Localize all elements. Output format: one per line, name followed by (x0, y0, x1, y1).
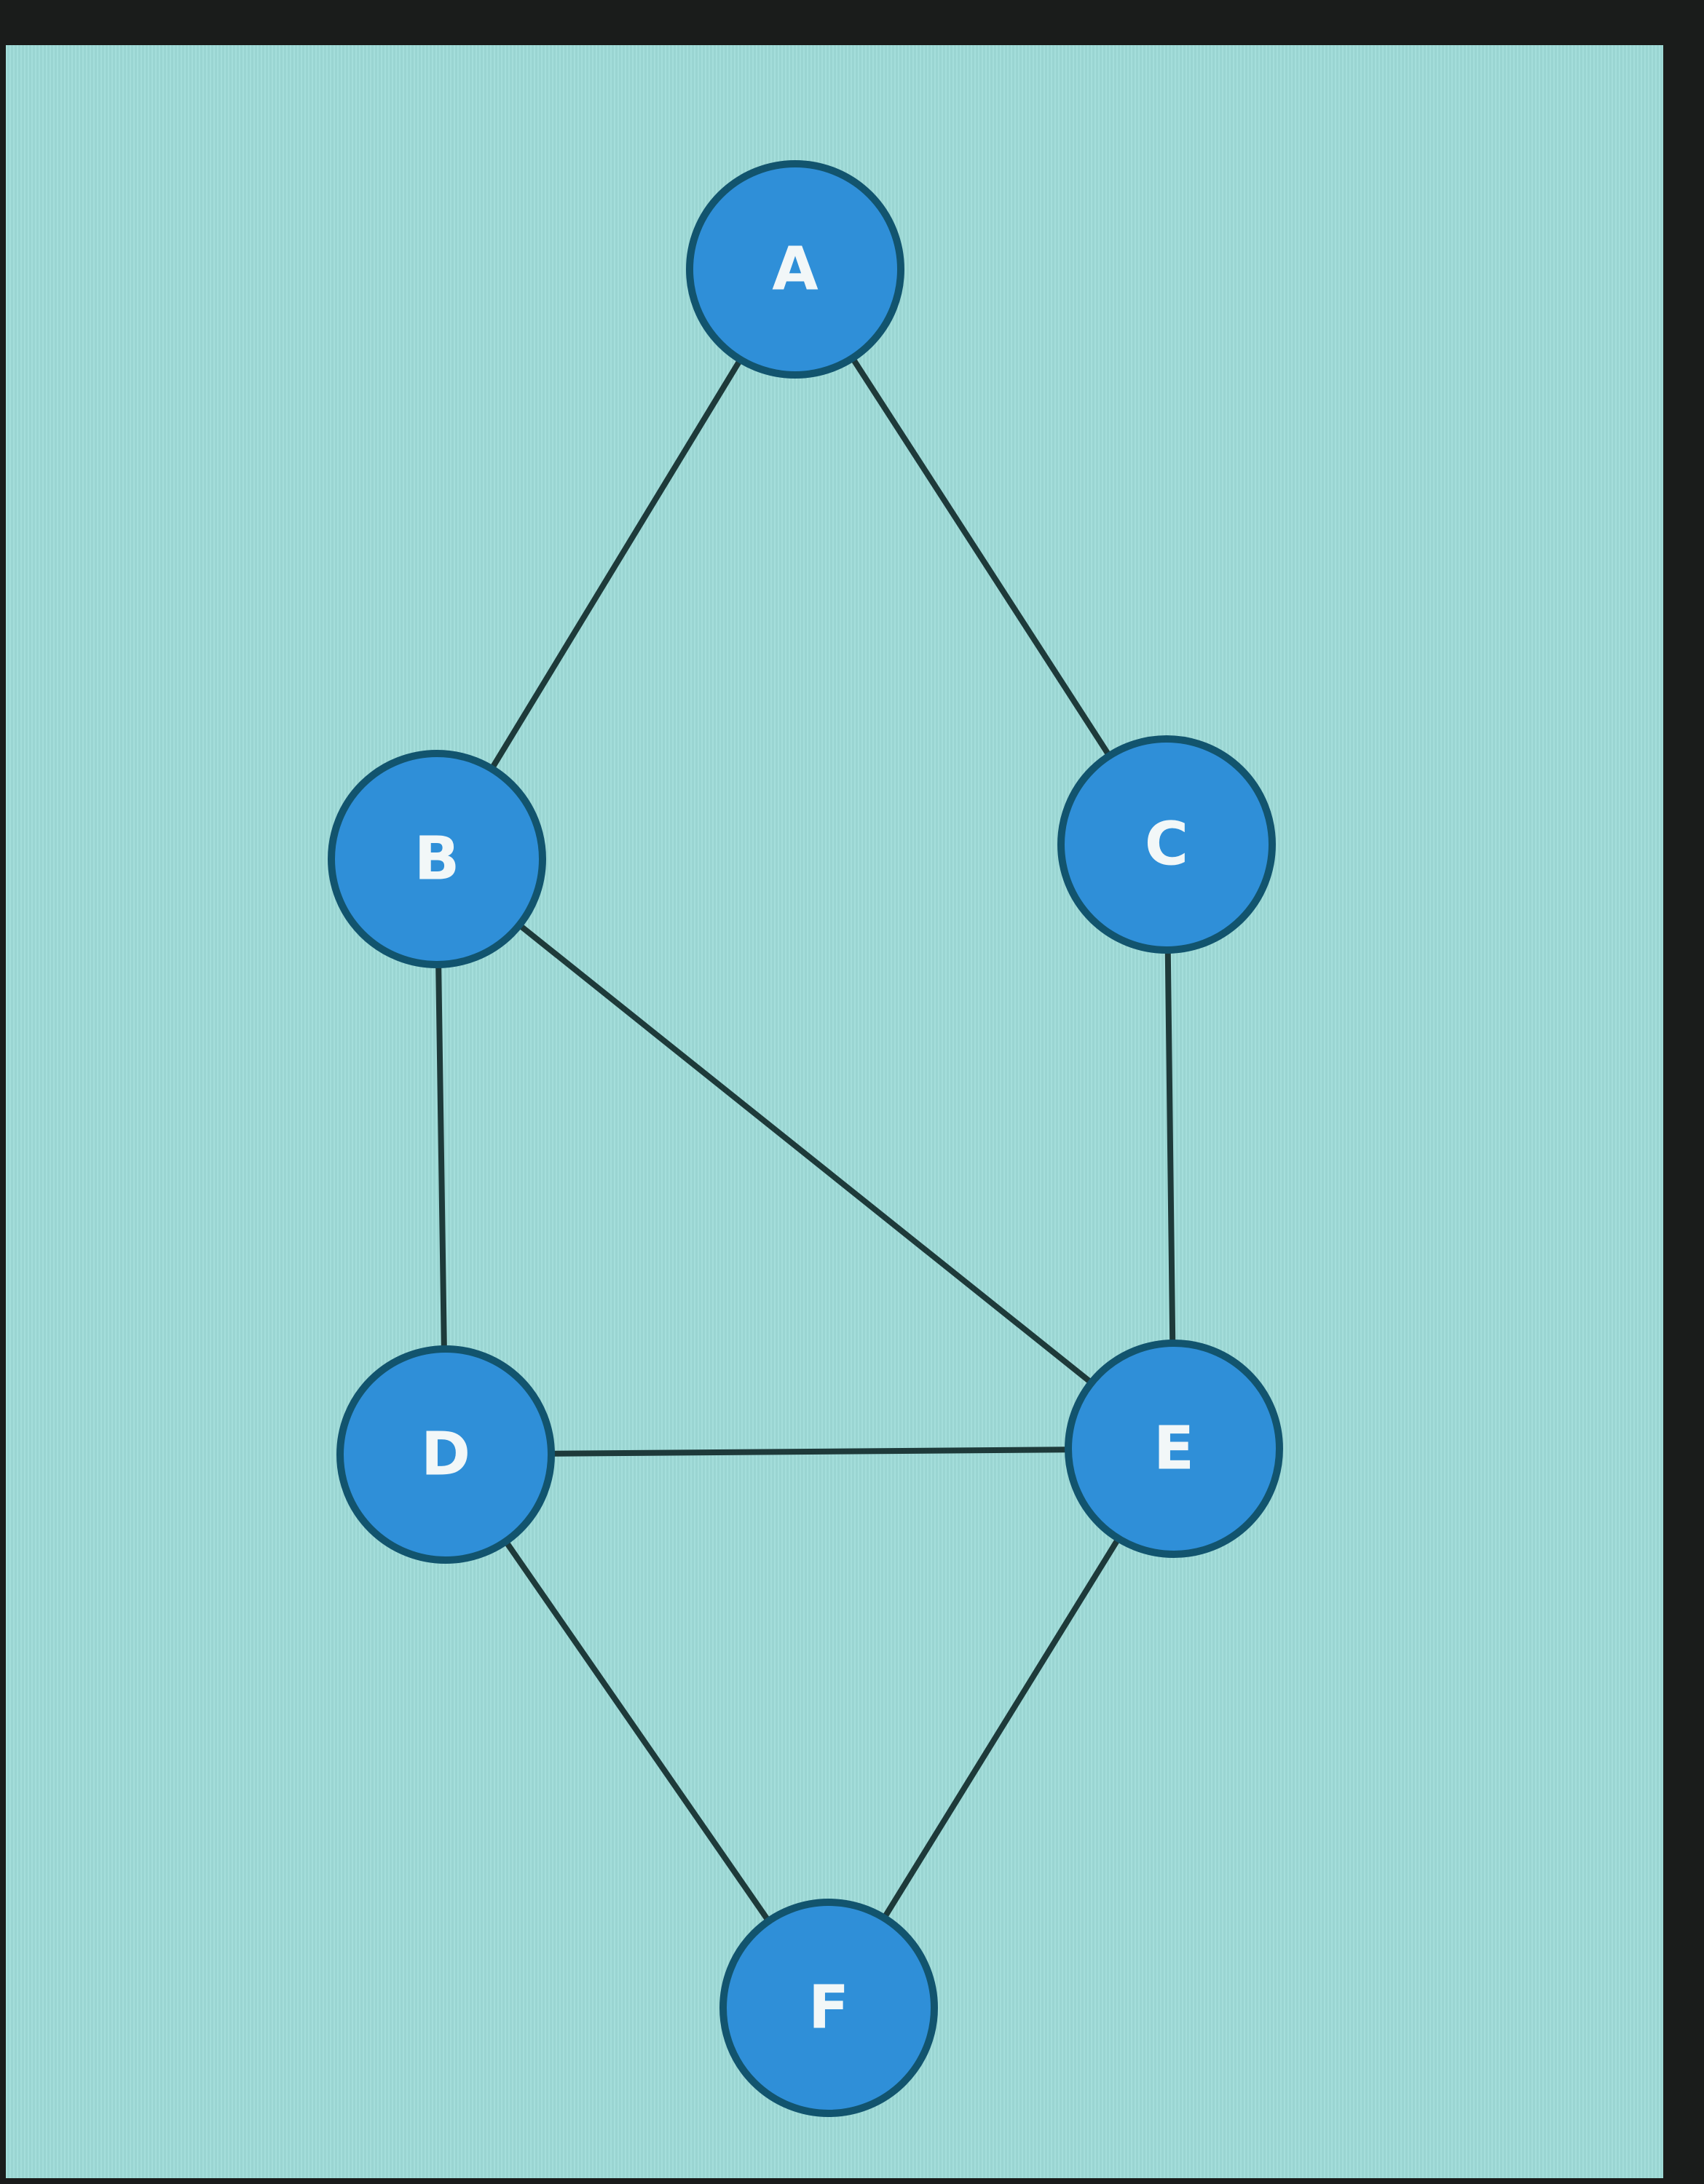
node-circle-d (336, 1345, 555, 1564)
edge-e-f (826, 1446, 1177, 2011)
node-e: E (1065, 1340, 1283, 1558)
edges-layer (434, 266, 1177, 2011)
edge-d-e (443, 1446, 1177, 1457)
node-label-c: C (1145, 810, 1188, 879)
node-label-f: F (808, 1974, 849, 2043)
node-f: F (719, 1899, 938, 2117)
node-circle-b (328, 750, 546, 968)
node-label-a: A (772, 235, 819, 304)
node-b: B (328, 750, 546, 968)
edge-a-b (434, 266, 798, 862)
node-c: C (1057, 735, 1276, 954)
node-d: D (336, 1345, 555, 1564)
node-a: A (686, 160, 904, 379)
node-circle-a (686, 160, 904, 379)
node-label-e: E (1153, 1415, 1194, 1484)
edge-d-f (443, 1452, 832, 2011)
node-circle-e (1065, 1340, 1283, 1558)
node-label-b: B (414, 825, 460, 894)
nodes-layer: A B C D E F (328, 160, 1283, 2117)
node-circle-c (1057, 735, 1276, 954)
diagram-canvas (6, 45, 1663, 2178)
node-label-d: D (421, 1420, 470, 1489)
edge-b-e (434, 856, 1177, 1452)
edge-a-c (792, 266, 1169, 847)
node-circle-f (719, 1899, 938, 2117)
